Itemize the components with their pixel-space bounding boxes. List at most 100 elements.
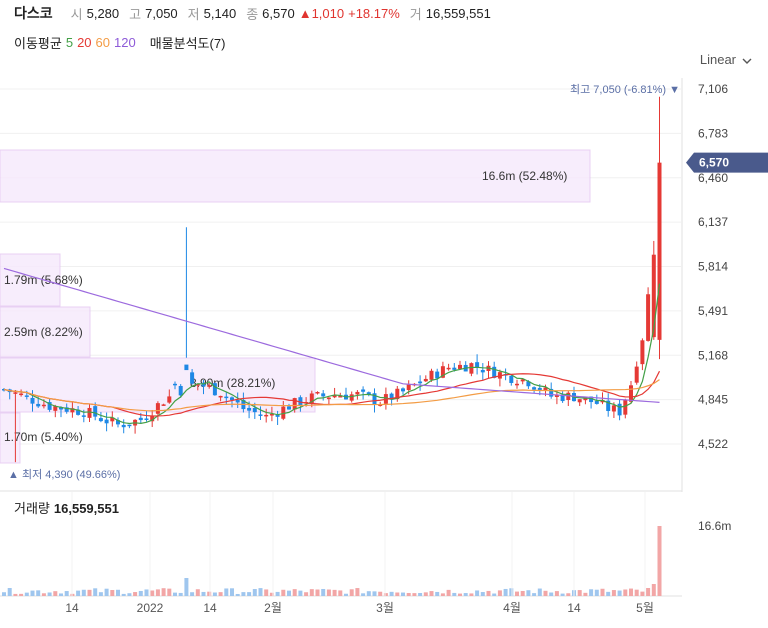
- high-label: 고: [129, 6, 142, 22]
- candle-body: [549, 388, 554, 397]
- volume-bar: [2, 592, 6, 596]
- candle-body: [195, 384, 200, 386]
- volume-bar: [338, 590, 343, 596]
- candle-body: [657, 162, 662, 340]
- candle-body: [53, 406, 58, 411]
- volume-bar: [98, 592, 103, 596]
- volume-bar: [452, 592, 457, 596]
- candle-body: [110, 417, 115, 422]
- ma120-label: 120: [114, 35, 136, 50]
- volume-bar: [252, 589, 257, 596]
- volume-bar: [218, 592, 223, 596]
- volume-bar: [646, 588, 651, 596]
- moving-average-toggle[interactable]: 이동평균: [14, 36, 62, 51]
- high-value: 7,050: [145, 5, 178, 21]
- volume-bar: [566, 593, 571, 596]
- volume-bar: [133, 592, 138, 596]
- volume-bar: [543, 590, 548, 596]
- candle-body: [207, 385, 212, 387]
- volume-bar: [423, 592, 428, 596]
- volume-bar: [594, 589, 599, 596]
- volume-bar: [121, 593, 126, 596]
- x-tick-label: 14: [203, 601, 217, 615]
- candle-body: [41, 404, 46, 407]
- candle-body: [338, 395, 343, 398]
- volume-bar: [657, 526, 662, 596]
- candle-body: [224, 396, 229, 399]
- candle-body: [429, 370, 434, 380]
- volume-bar: [344, 593, 348, 596]
- candle-body: [589, 396, 594, 403]
- candle-body: [36, 403, 41, 407]
- candle-body: [418, 381, 423, 384]
- candle-body: [247, 407, 252, 411]
- open-value: 5,280: [86, 5, 120, 21]
- volume-bar: [110, 590, 115, 596]
- candle-body: [543, 387, 548, 391]
- volume-bar: [224, 588, 229, 596]
- volume-bar: [537, 588, 542, 596]
- volume-bar: [247, 592, 252, 596]
- max-price-marker: 최고 7,050 (-6.81%) ▼: [570, 83, 680, 96]
- volume-bar: [292, 589, 297, 596]
- volume-bar: [361, 593, 366, 596]
- change-value: ▲1,010: [298, 5, 345, 21]
- volume-bar: [463, 593, 468, 596]
- volume-bar: [167, 588, 172, 596]
- candle-body: [275, 414, 280, 417]
- candle-body: [252, 407, 257, 413]
- candle-body: [292, 398, 297, 410]
- close-label: 종: [246, 6, 259, 22]
- volume-bar: [116, 589, 120, 596]
- candle-body: [537, 387, 542, 391]
- volume-bar: [195, 589, 200, 596]
- candle-body: [332, 395, 337, 398]
- min-price-marker: ▲ 최저 4,390 (49.66%): [8, 468, 120, 481]
- volume-label: 거: [409, 6, 422, 22]
- volume-bar: [36, 590, 41, 596]
- candle-body: [87, 407, 92, 418]
- volume-bar: [269, 592, 274, 596]
- candle-body: [554, 394, 559, 398]
- candle-body: [184, 364, 189, 371]
- candle-body: [634, 366, 639, 383]
- candle-body: [70, 408, 75, 413]
- volume-bar: [298, 590, 303, 596]
- candle-body: [492, 366, 497, 378]
- volume-bar: [629, 588, 633, 596]
- candle-body: [469, 363, 474, 374]
- volume-profile-label: 8.90m (28.21%): [190, 376, 275, 390]
- candle-body: [309, 393, 314, 404]
- volume-profile-toggle[interactable]: 매물분석도(7): [149, 36, 226, 51]
- volume-bar: [41, 593, 46, 596]
- candle-body: [629, 385, 633, 402]
- candle-body: [623, 399, 628, 415]
- ma5-label: 5: [65, 35, 74, 50]
- volume-bar: [349, 589, 354, 596]
- candle-body: [150, 415, 155, 422]
- candle-body: [121, 424, 126, 428]
- volume-bar: [315, 589, 320, 596]
- volume-bar: [190, 592, 195, 596]
- x-tick-label: 4월: [503, 601, 521, 615]
- scale-dropdown-label: Linear: [699, 52, 736, 67]
- candle-body: [30, 397, 35, 404]
- volume-bar: [230, 588, 234, 596]
- volume-bar: [332, 589, 337, 596]
- candle-body: [144, 418, 149, 420]
- y-tick-label: 5,814: [698, 260, 728, 274]
- volume-bar: [326, 589, 331, 596]
- volume-bar: [401, 592, 405, 596]
- y-tick-label: 6,783: [698, 126, 728, 140]
- candle-body: [646, 294, 651, 341]
- volume-bar: [480, 592, 485, 596]
- volume-bar: [520, 590, 525, 596]
- volume-bar: [549, 592, 554, 596]
- volume-bar: [144, 589, 149, 596]
- candle-body: [440, 366, 445, 378]
- volume-bar: [76, 590, 81, 596]
- volume-bar: [309, 589, 314, 596]
- scale-dropdown[interactable]: Linear: [700, 52, 752, 67]
- volume-panel-title: 거래량 16,559,551: [14, 498, 119, 517]
